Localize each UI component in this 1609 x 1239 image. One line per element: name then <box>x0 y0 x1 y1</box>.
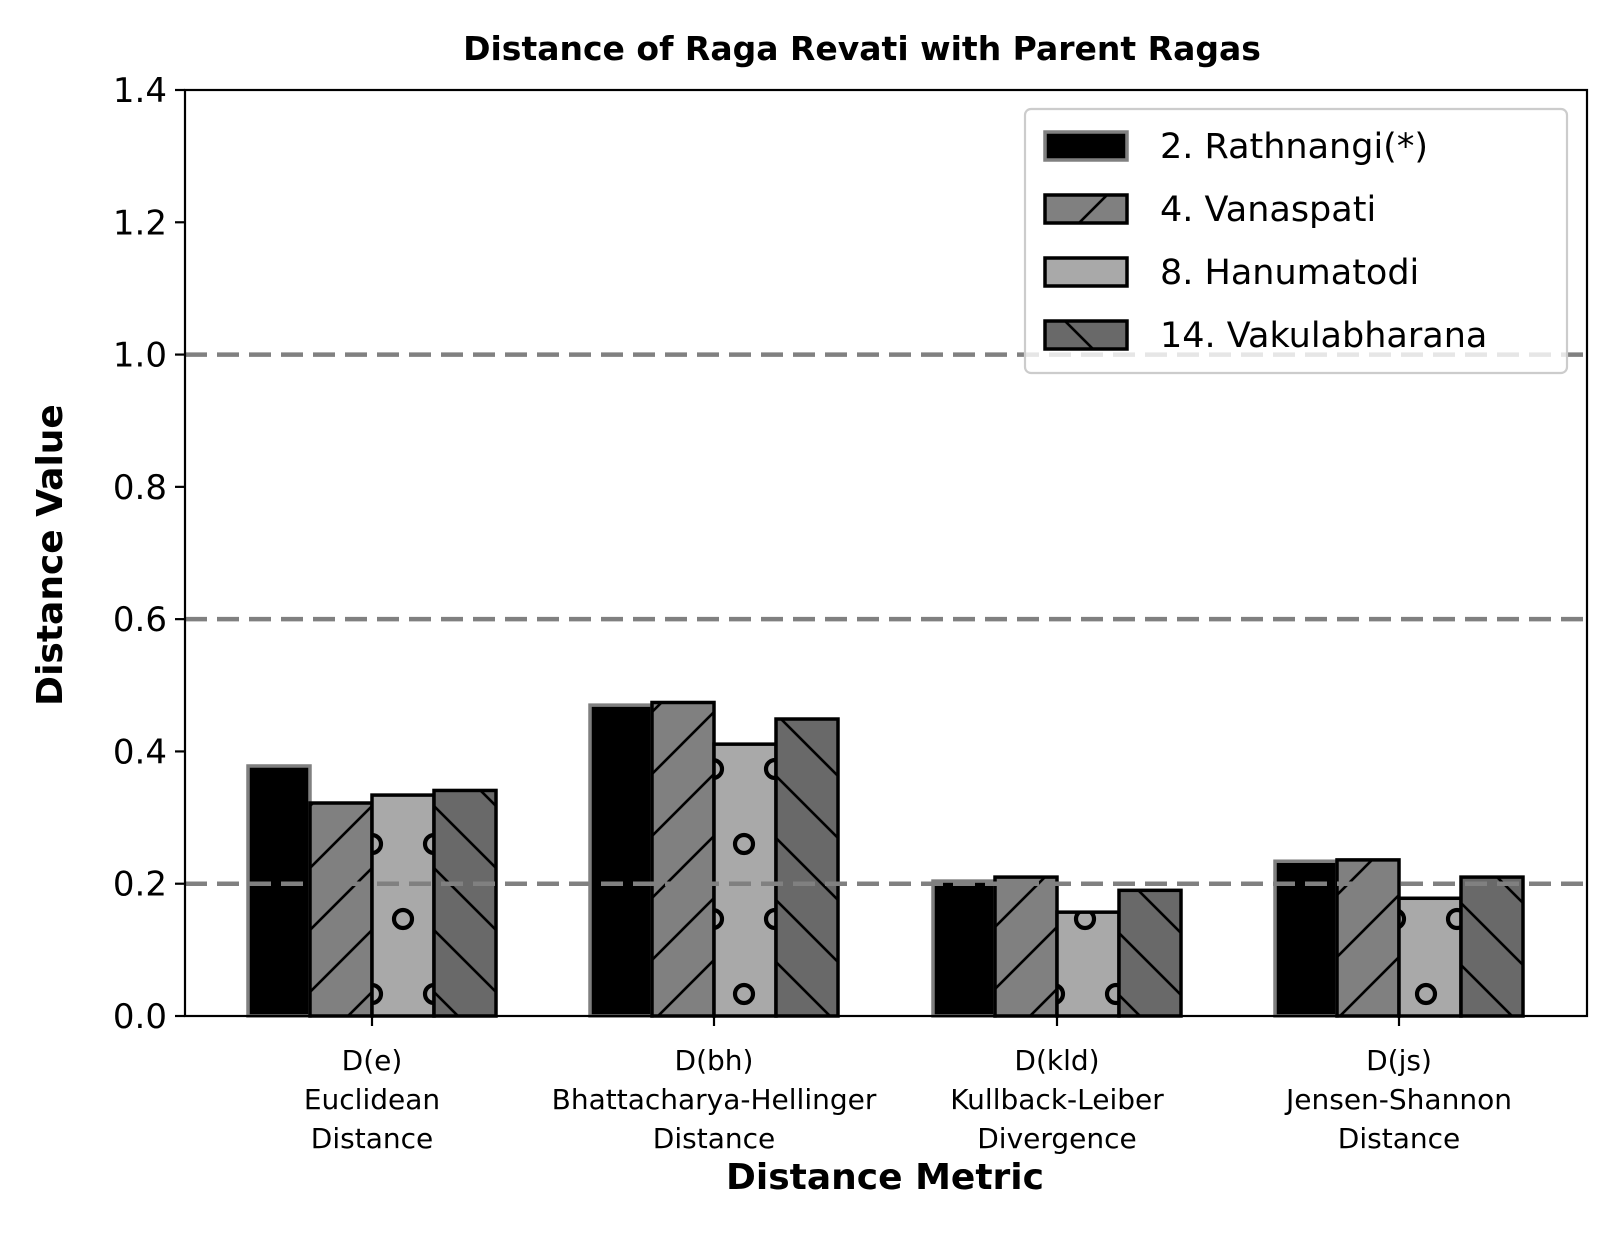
y-tick-label: 0.0 <box>113 997 167 1037</box>
bar-4-vanaspati-0 <box>308 801 374 1018</box>
axes: 0.0 0.2 0.4 0.6 0.8 1.0 1.2 1.4 D(e) Euclidean Dis… <box>113 71 1589 1155</box>
y-tick-label: 0.8 <box>113 468 167 508</box>
bar-8-hanumatodi-1 <box>712 742 778 1018</box>
x-tick-label: D(bh) Bhattacharya-Hellinger Distance <box>552 1044 877 1155</box>
bar-14-vakulabharana-1 <box>774 717 840 1018</box>
legend-label: 4. Vanaspati <box>1160 190 1376 230</box>
bar-14-vakulabharana-0 <box>432 788 498 1018</box>
x-axis-label: Distance Metric <box>726 1157 1044 1198</box>
axes-frame <box>183 88 1589 1018</box>
legend-box <box>1023 107 1569 375</box>
y-tick-label: 0.6 <box>113 600 167 640</box>
x-tick-label: D(e) Euclidean Distance <box>304 1044 440 1155</box>
chart-title: Distance of Raga Revati with Parent Raga… <box>463 29 1261 68</box>
legend-entry-4-vanaspati: 4. Vanaspati <box>1043 190 1376 230</box>
legend-entry-2-rathnangi: 2. Rathnangi(*) <box>1043 127 1428 167</box>
y-axis-label: Distance Value <box>30 404 71 706</box>
bar-2-rathnangi-3 <box>1273 859 1339 1018</box>
y-tick-label: 1.0 <box>113 336 167 376</box>
x-tick-label: D(kld) Kullback-Leiber Divergence <box>950 1044 1164 1155</box>
legend: 2. Rathnangi(*) 4. Vanaspati 8. Hanumatodi… <box>1023 107 1569 375</box>
y-tick-label: 1.2 <box>113 203 167 243</box>
bar-14-vakulabharana-3 <box>1459 875 1525 1018</box>
legend-entry-14-vakulabharana: 14. Vakulabharana <box>1043 316 1487 356</box>
legend-label: 14. Vakulabharana <box>1160 316 1487 356</box>
bar-2-rathnangi-0 <box>246 764 312 1018</box>
y-tick-label: 0.2 <box>113 865 167 905</box>
bar-2-rathnangi-1 <box>588 703 654 1018</box>
plot-area <box>246 700 1525 1018</box>
y-tick-label: 0.4 <box>113 732 167 772</box>
bar-8-hanumatodi-2 <box>1055 910 1121 1018</box>
bar-14-vakulabharana-2 <box>1117 888 1183 1018</box>
legend-label: 2. Rathnangi(*) <box>1160 127 1428 167</box>
bar-8-hanumatodi-0 <box>370 793 436 1018</box>
y-tick-label: 1.4 <box>113 71 167 111</box>
bar-4-vanaspati-1 <box>650 700 716 1018</box>
bar-2-rathnangi-2 <box>931 879 997 1018</box>
x-tick-label: D(js) Jensen-Shannon Distance <box>1284 1044 1512 1155</box>
legend-entry-8-hanumatodi: 8. Hanumatodi <box>1043 253 1419 293</box>
bar-8-hanumatodi-3 <box>1397 896 1463 1018</box>
bar-4-vanaspati-2 <box>993 875 1059 1018</box>
legend-label: 8. Hanumatodi <box>1160 253 1419 293</box>
